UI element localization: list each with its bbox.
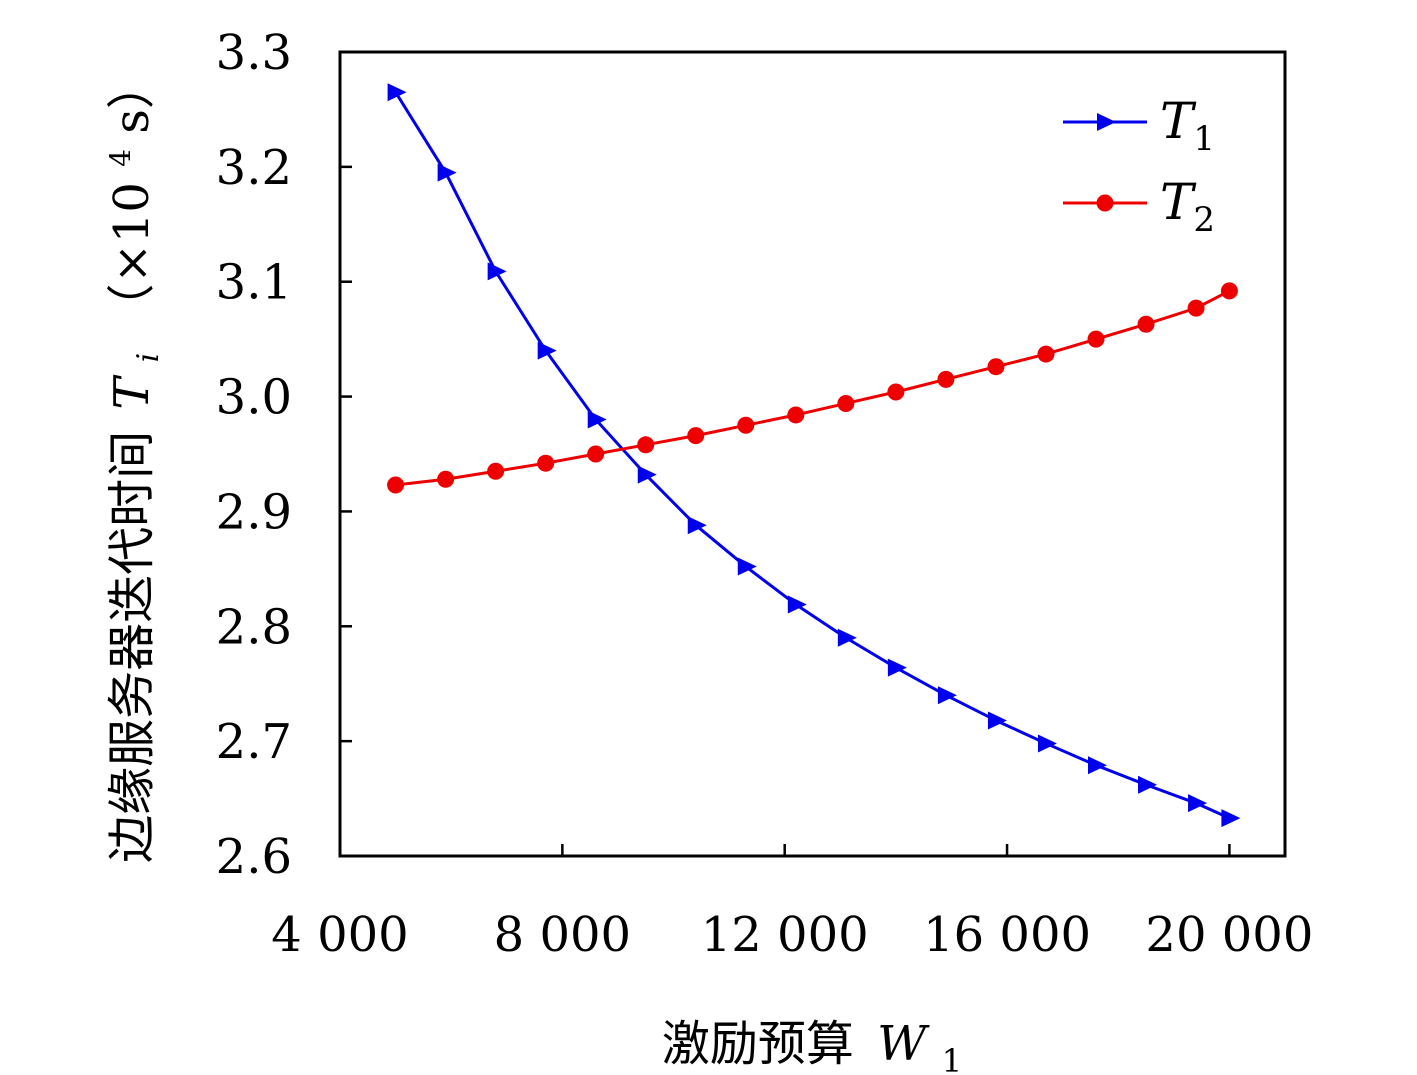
y-axis-label-text: 边缘服务器迭代时间 — [104, 431, 160, 863]
y-tick-label: 2.9 — [216, 484, 292, 540]
data-point-T1 — [537, 341, 557, 360]
data-point-T2 — [1037, 345, 1055, 363]
series-line-T1 — [394, 91, 1231, 820]
data-point-T1 — [1188, 794, 1208, 813]
x-tick-label: 16 000 — [923, 907, 1091, 963]
data-point-T2 — [837, 394, 855, 412]
data-point-T1 — [887, 658, 907, 677]
plot-frame — [338, 50, 1287, 858]
legend-marker-T2 — [1096, 194, 1114, 212]
y-axis-label-unit-exp: 4 — [104, 149, 137, 167]
y-axis-label-unit-close: s） — [104, 61, 160, 134]
data-point-T2 — [1087, 330, 1105, 348]
y-tick-label: 3.0 — [216, 370, 292, 426]
y-tick-label: 2.7 — [216, 714, 292, 770]
data-point-T2 — [587, 445, 605, 463]
y-tick-label: 2.8 — [216, 599, 292, 655]
data-point-T2 — [687, 427, 705, 445]
y-axis-label: 边缘服务器迭代时间 T i （×10 4 s） — [86, 61, 170, 863]
y-axis-label-var: T — [104, 375, 160, 410]
data-point-T2 — [537, 454, 555, 472]
legend-label-T1: T1 — [1160, 92, 1215, 159]
data-point-T1 — [387, 83, 407, 102]
data-point-T1 — [737, 557, 757, 576]
data-point-T2 — [437, 470, 455, 488]
y-tick-label: 2.6 — [216, 829, 292, 885]
data-point-T1 — [1088, 756, 1107, 775]
data-point-T2 — [1137, 315, 1155, 333]
data-point-T2 — [937, 370, 955, 388]
data-point-T2 — [987, 358, 1005, 376]
x-axis-label-text: 激励预算 — [662, 1016, 854, 1072]
y-tick-label: 3.3 — [216, 25, 292, 81]
data-point-T1 — [837, 628, 857, 647]
data-point-T2 — [487, 462, 505, 480]
y-tick-label: 3.1 — [216, 255, 292, 311]
data-point-T2 — [637, 436, 655, 454]
x-axis-label: 激励预算 W 1 — [662, 1016, 962, 1075]
y-tick-label: 3.2 — [216, 140, 292, 196]
data-point-T2 — [1220, 282, 1238, 300]
data-point-T1 — [487, 262, 507, 281]
data-point-T2 — [1187, 299, 1205, 317]
data-point-T1 — [1138, 775, 1158, 794]
data-point-T1 — [1037, 734, 1057, 753]
y-axis-label-unit-open: （×10 — [104, 182, 160, 331]
series-line-T2 — [395, 289, 1231, 487]
data-point-T1 — [587, 410, 607, 429]
x-axis-label-var: W — [877, 1016, 930, 1072]
data-point-T1 — [937, 686, 957, 705]
data-point-T2 — [387, 476, 405, 494]
data-point-T1 — [1221, 809, 1241, 828]
data-point-T1 — [987, 711, 1007, 730]
x-tick-label: 20 000 — [1145, 907, 1313, 963]
data-point-T2 — [737, 416, 755, 434]
data-point-T1 — [637, 465, 657, 484]
data-point-T2 — [787, 406, 805, 424]
data-point-T1 — [437, 163, 457, 182]
legend-marker-T1 — [1097, 113, 1116, 131]
x-tick-label: 8 000 — [494, 907, 631, 963]
data-point-T2 — [887, 383, 905, 401]
data-point-T1 — [787, 595, 807, 614]
y-axis-label-sub: i — [131, 353, 166, 363]
data-point-T1 — [687, 516, 707, 535]
x-tick-label: 12 000 — [701, 907, 869, 963]
legend-label-T2: T2 — [1160, 173, 1215, 240]
x-axis-label-sub: 1 — [942, 1042, 962, 1075]
x-tick-label: 4 000 — [271, 907, 408, 963]
